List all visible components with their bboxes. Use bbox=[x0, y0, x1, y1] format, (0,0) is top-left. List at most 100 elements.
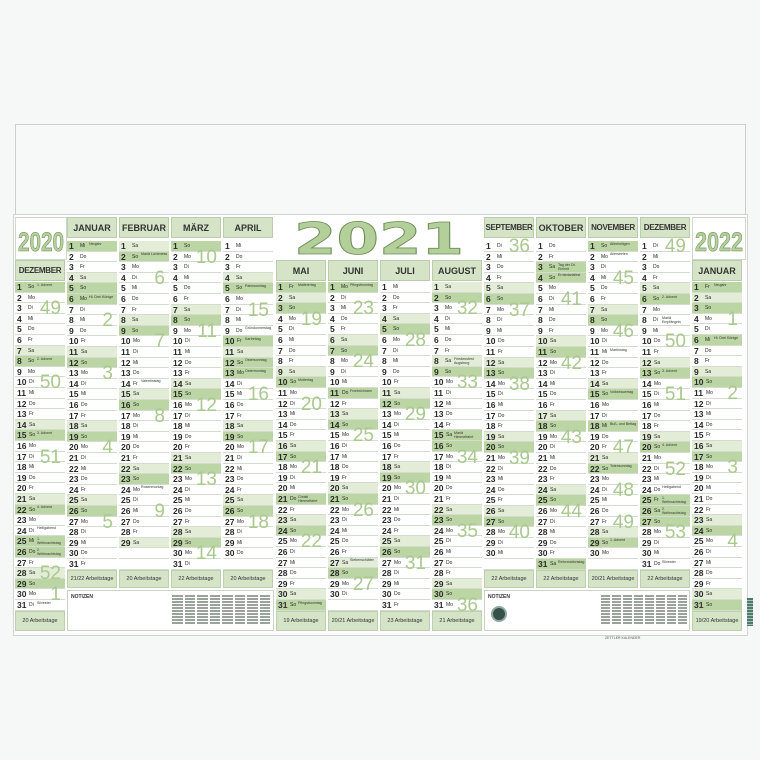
day-row[interactable]: 31 Mo 36 bbox=[432, 596, 482, 615]
day-row[interactable]: 25 Di bbox=[432, 536, 482, 547]
day-row[interactable]: 18 So bbox=[536, 421, 586, 432]
day-row[interactable]: 27 Do bbox=[432, 557, 482, 569]
day-row[interactable]: 1 Di 49 bbox=[640, 237, 690, 256]
day-row[interactable]: 12 Sa bbox=[484, 357, 534, 369]
day-row[interactable]: 14 Di bbox=[380, 419, 430, 431]
day-row[interactable]: 29 Fr bbox=[276, 578, 326, 590]
day-row[interactable]: 27 Fr bbox=[15, 557, 65, 569]
day-row[interactable]: 20 Mi bbox=[276, 483, 326, 494]
day-row[interactable]: 14 Do bbox=[692, 419, 742, 431]
day-row[interactable]: 24 Di Heiligabend bbox=[15, 525, 65, 537]
day-row[interactable]: 3 Di bbox=[171, 262, 221, 273]
day-row[interactable]: 1 Sa bbox=[119, 241, 169, 252]
day-row[interactable]: 25 Sa bbox=[380, 536, 430, 547]
day-row[interactable]: 16 Fr bbox=[536, 400, 586, 411]
day-row[interactable]: 11 Fr bbox=[640, 347, 690, 358]
day-row[interactable]: 30 Do bbox=[67, 548, 117, 559]
day-row[interactable]: 20 Mo 17 bbox=[223, 438, 273, 457]
day-row[interactable]: 2 Sa bbox=[692, 292, 742, 304]
day-row[interactable]: 28 Mo 40 bbox=[484, 523, 534, 542]
day-row[interactable]: 26 So bbox=[380, 547, 430, 558]
day-row[interactable]: 16 Mi bbox=[640, 400, 690, 411]
day-row[interactable]: 22 So 4. Advent bbox=[15, 504, 65, 516]
day-row[interactable]: 12 So bbox=[67, 357, 117, 369]
day-row[interactable]: 28 So bbox=[328, 568, 378, 579]
day-row[interactable]: 1 So bbox=[171, 241, 221, 252]
day-row[interactable]: 12 Mi bbox=[432, 398, 482, 410]
day-row[interactable]: 21 Fr bbox=[432, 494, 482, 505]
day-row[interactable]: 3 Mi 23 bbox=[328, 299, 378, 318]
day-row[interactable]: 24 Do bbox=[484, 484, 534, 496]
day-row[interactable]: 14 So bbox=[328, 419, 378, 431]
day-row[interactable]: 13 Fr bbox=[171, 368, 221, 379]
day-row[interactable]: 7 So bbox=[328, 345, 378, 357]
day-row[interactable]: 26 Fr bbox=[328, 547, 378, 558]
day-row[interactable]: 21 Fr bbox=[119, 453, 169, 464]
day-row[interactable]: 2 Do bbox=[380, 292, 430, 304]
day-row[interactable]: 28 Fr bbox=[119, 527, 169, 538]
day-row[interactable]: 1 Fr Neujahr bbox=[692, 282, 742, 293]
day-row[interactable]: 15 Fr bbox=[276, 430, 326, 441]
day-row[interactable]: 7 Sa bbox=[15, 345, 65, 357]
day-row[interactable]: 30 Sa bbox=[692, 589, 742, 600]
day-row[interactable]: 8 Mi bbox=[380, 356, 430, 367]
day-row[interactable]: 22 So Totensonntag bbox=[588, 463, 638, 475]
day-row[interactable]: 15 Di 51 bbox=[640, 385, 690, 404]
day-row[interactable]: 26 Mo 44 bbox=[536, 502, 586, 521]
day-row[interactable]: 22 Mi bbox=[380, 504, 430, 516]
day-row[interactable]: 30 Mo 14 bbox=[171, 544, 221, 563]
day-row[interactable]: 18 Sa bbox=[380, 462, 430, 473]
day-row[interactable]: 7 Sa bbox=[171, 304, 221, 316]
day-row[interactable]: 7 Mo bbox=[640, 304, 690, 316]
day-row[interactable]: 19 Do bbox=[588, 431, 638, 443]
day-row[interactable]: 30 Fr bbox=[536, 548, 586, 559]
day-row[interactable]: 25 Fr 1. Weihnachtstag bbox=[640, 495, 690, 506]
day-row[interactable]: 26 Sa 2. Weihnachtstag bbox=[640, 506, 690, 517]
day-row[interactable]: 29 Di bbox=[640, 537, 690, 549]
day-row[interactable]: 8 Di bbox=[484, 315, 534, 326]
day-row[interactable]: 22 Fr bbox=[692, 504, 742, 516]
day-row[interactable]: 2 Fr bbox=[536, 251, 586, 263]
day-row[interactable]: 27 Mi bbox=[692, 557, 742, 569]
day-row[interactable]: 3 Do bbox=[484, 262, 534, 273]
day-row[interactable]: 23 Do bbox=[380, 515, 430, 526]
day-row[interactable]: 29 Di bbox=[484, 537, 534, 549]
day-row[interactable]: 27 Di bbox=[536, 516, 586, 528]
day-row[interactable]: 7 Do bbox=[692, 345, 742, 357]
day-row[interactable]: 28 Di bbox=[67, 527, 117, 538]
day-row[interactable]: 29 Do bbox=[536, 537, 586, 549]
day-row[interactable]: 11 Di bbox=[432, 388, 482, 399]
day-row[interactable]: 6 Fr bbox=[588, 294, 638, 305]
day-row[interactable]: 24 Mi bbox=[328, 525, 378, 537]
day-row[interactable]: 16 Mi bbox=[484, 400, 534, 411]
day-row[interactable]: 11 Mo bbox=[276, 388, 326, 399]
day-row[interactable]: 16 Mo 12 bbox=[171, 396, 221, 415]
day-row[interactable]: 14 Sa bbox=[588, 378, 638, 390]
day-row[interactable]: 13 Mi bbox=[692, 409, 742, 420]
day-row[interactable]: 14 Di bbox=[223, 378, 273, 390]
day-row[interactable]: 13 Mi bbox=[276, 409, 326, 420]
day-row[interactable]: 15 Mi bbox=[380, 430, 430, 441]
day-row[interactable]: 13 Do bbox=[119, 368, 169, 379]
day-row[interactable]: 30 Do bbox=[380, 589, 430, 600]
day-row[interactable]: 25 Di bbox=[119, 495, 169, 506]
day-row[interactable]: 6 Fr bbox=[171, 294, 221, 305]
day-row[interactable]: 10 Fr bbox=[380, 377, 430, 388]
day-row[interactable]: 9 Mi bbox=[640, 325, 690, 337]
day-row[interactable]: 1 So 1. Advent bbox=[15, 282, 65, 293]
day-row[interactable]: 2 Do bbox=[223, 251, 273, 263]
day-row[interactable]: 10 Mi bbox=[328, 377, 378, 388]
day-row[interactable]: 8 Mi bbox=[223, 315, 273, 326]
day-row[interactable]: 26 So bbox=[223, 506, 273, 517]
day-row[interactable]: 17 Do bbox=[484, 410, 534, 422]
day-row[interactable]: 7 Mi bbox=[536, 304, 586, 316]
day-row[interactable]: 18 Sa bbox=[67, 421, 117, 432]
day-row[interactable]: 15 Mi bbox=[67, 389, 117, 400]
day-row[interactable]: 6 Mo 28 bbox=[380, 331, 430, 350]
day-row[interactable]: 17 Di 51 bbox=[15, 448, 65, 467]
day-row[interactable]: 26 Sa bbox=[484, 506, 534, 517]
day-row[interactable]: 28 Do bbox=[276, 568, 326, 579]
day-row[interactable]: 9 Sa bbox=[692, 366, 742, 378]
day-row[interactable]: 1 So Allerheiligen bbox=[588, 241, 638, 252]
day-row[interactable]: 5 Sa bbox=[640, 283, 690, 294]
